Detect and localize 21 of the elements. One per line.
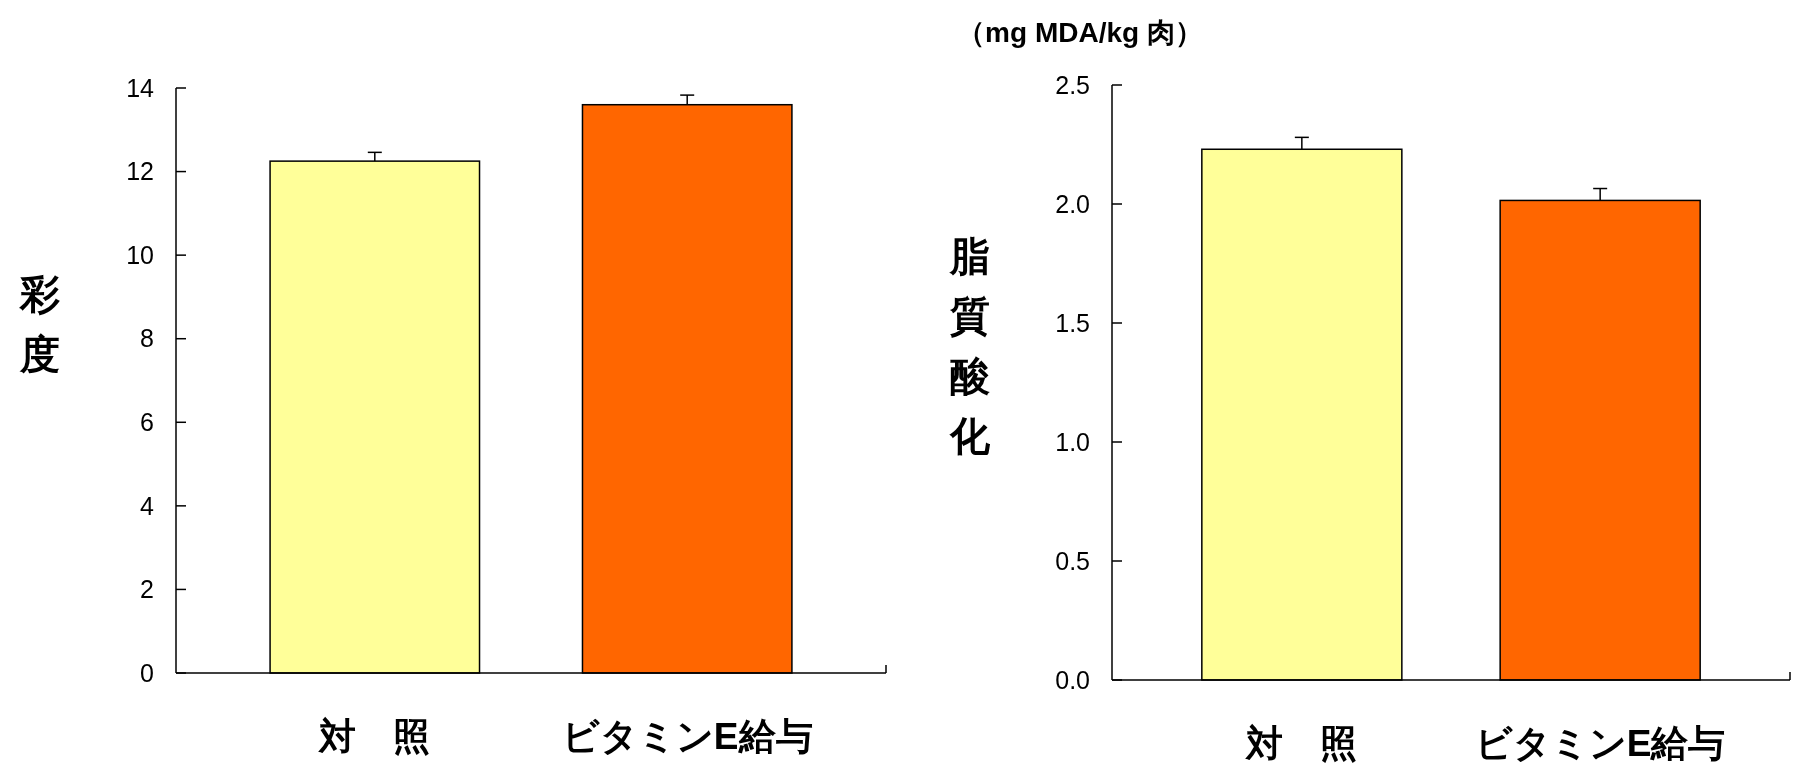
y-tick-label: 1.5 bbox=[1055, 308, 1090, 337]
y-tick-label: 1.0 bbox=[1055, 427, 1090, 456]
y-tick-label: 0.5 bbox=[1055, 546, 1090, 575]
y-tick-label: 8 bbox=[140, 324, 154, 353]
x-tick-label: ビタミンE給与 bbox=[561, 716, 813, 757]
y-axis-title: 脂質酸化 bbox=[949, 234, 991, 458]
y-tick-label: 0 bbox=[140, 658, 154, 687]
x-tick-label: 対 照 bbox=[318, 716, 431, 757]
y-tick-label: 6 bbox=[140, 408, 154, 437]
y-tick-label: 14 bbox=[126, 73, 155, 102]
y-tick-label: 10 bbox=[126, 240, 154, 269]
y-tick-label: 0.0 bbox=[1055, 665, 1090, 694]
y-tick-label: 2 bbox=[140, 575, 154, 604]
x-tick-label: ビタミンE給与 bbox=[1474, 723, 1726, 764]
y-tick-label: 2.5 bbox=[1055, 70, 1090, 99]
y-axis-title: 彩度 bbox=[18, 272, 60, 376]
y-tick-label: 4 bbox=[140, 491, 155, 520]
y-tick-label: 2.0 bbox=[1055, 189, 1090, 218]
text: （mg MDA/kg 肉） bbox=[957, 16, 1203, 48]
x-tick-label: 対 照 bbox=[1245, 723, 1358, 764]
y-tick-label: 12 bbox=[126, 157, 154, 186]
